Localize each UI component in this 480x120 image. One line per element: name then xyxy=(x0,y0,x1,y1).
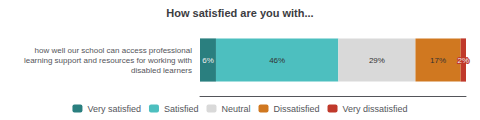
svg-text:29%: 29% xyxy=(369,56,385,65)
svg-text:17%: 17% xyxy=(430,56,446,65)
svg-text:Very dissatisfied: Very dissatisfied xyxy=(343,104,408,114)
svg-text:Dissatisfied: Dissatisfied xyxy=(274,104,320,114)
svg-text:2%: 2% xyxy=(458,56,470,65)
svg-text:46%: 46% xyxy=(269,56,285,65)
svg-text:Very satisfied: Very satisfied xyxy=(87,104,141,114)
svg-text:6%: 6% xyxy=(202,56,214,65)
svg-text:learning support and resources: learning support and resources for worki… xyxy=(24,56,192,65)
svg-text:Neutral: Neutral xyxy=(221,104,250,114)
svg-text:How satisfied are you with...: How satisfied are you with... xyxy=(166,7,313,19)
svg-text:Satisfied: Satisfied xyxy=(164,104,199,114)
svg-text:how well our school can access: how well our school can access professio… xyxy=(35,46,193,55)
svg-text:disabled learners: disabled learners xyxy=(131,66,192,75)
